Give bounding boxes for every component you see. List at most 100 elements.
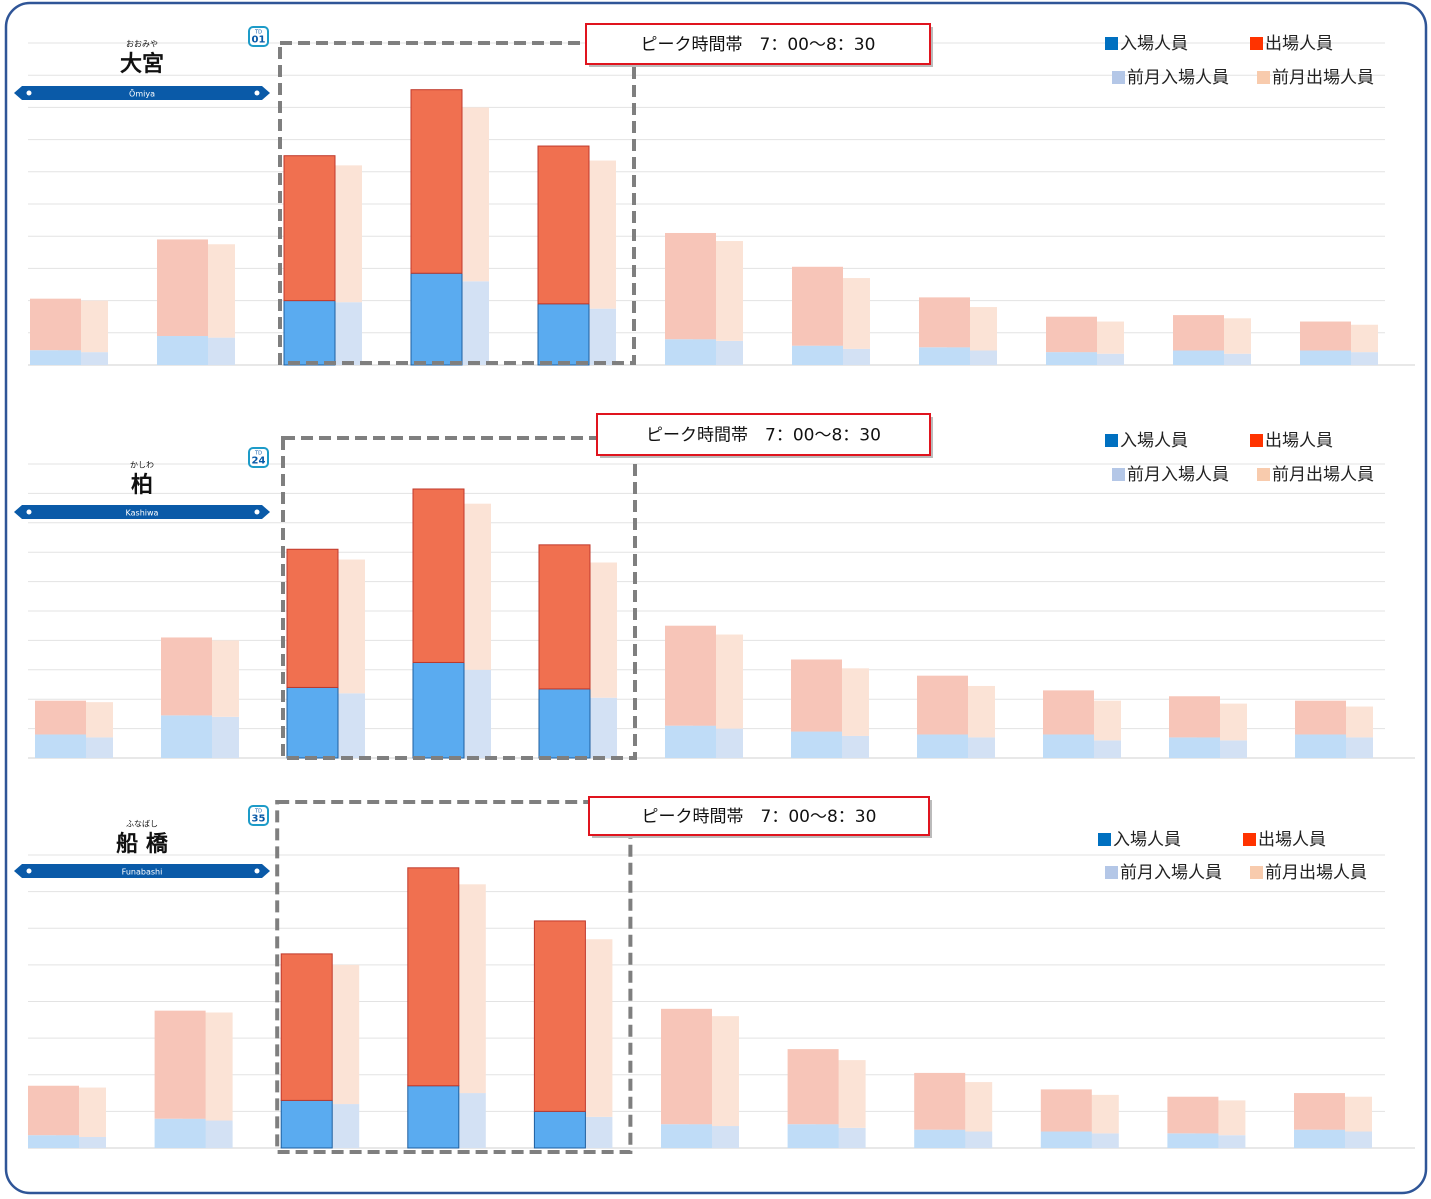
bar bbox=[30, 298, 81, 351]
bar bbox=[161, 637, 212, 716]
bar bbox=[661, 1008, 712, 1125]
legend-swatch bbox=[1112, 71, 1125, 84]
legend-label: 前月出場人員 bbox=[1272, 465, 1374, 485]
bar bbox=[1043, 734, 1094, 758]
annotation: ピーク時間帯 7：00〜8：30 bbox=[642, 807, 877, 827]
bar bbox=[1295, 700, 1346, 735]
station-reading: かしわ bbox=[130, 461, 154, 470]
station-romaji: Ōmiya bbox=[129, 89, 155, 99]
sign-dot bbox=[254, 509, 260, 515]
badge-number: 24 bbox=[252, 456, 266, 467]
bar bbox=[28, 1135, 79, 1148]
bar bbox=[1169, 737, 1220, 758]
station-reading: ふなばし bbox=[126, 820, 158, 829]
legend-swatch bbox=[1105, 434, 1118, 447]
bar bbox=[1295, 734, 1346, 758]
bar bbox=[1201, 353, 1251, 365]
bar bbox=[30, 350, 81, 365]
station-name: 大宮 bbox=[120, 51, 164, 77]
bar bbox=[35, 700, 86, 735]
peak-box bbox=[275, 800, 633, 1154]
legend-label: 入場人員 bbox=[1120, 34, 1188, 54]
annotation: ピーク時間帯 7：00〜8：30 bbox=[646, 426, 881, 446]
bar bbox=[1040, 1089, 1092, 1132]
bar bbox=[1173, 350, 1224, 365]
legend-label: 前月入場人員 bbox=[1127, 465, 1229, 485]
legend-swatch bbox=[1250, 866, 1263, 879]
legend-swatch bbox=[1250, 37, 1263, 50]
bar bbox=[792, 345, 843, 365]
bar bbox=[537, 303, 590, 366]
bar bbox=[154, 1010, 206, 1119]
legend-swatch bbox=[1105, 37, 1118, 50]
bar bbox=[1169, 696, 1220, 738]
bar bbox=[1294, 1093, 1345, 1130]
legend-label: 前月出場人員 bbox=[1272, 68, 1374, 88]
bar bbox=[1167, 1096, 1219, 1134]
station-romaji: Kashiwa bbox=[126, 509, 159, 518]
bar bbox=[538, 688, 591, 759]
station-bar bbox=[14, 864, 270, 878]
bar bbox=[56, 1137, 106, 1148]
bar bbox=[280, 1099, 333, 1149]
bar bbox=[1043, 690, 1094, 735]
legend-label: 前月出場人員 bbox=[1265, 863, 1367, 883]
bar bbox=[283, 300, 336, 366]
bar bbox=[412, 488, 465, 663]
bar bbox=[157, 336, 208, 365]
bar bbox=[792, 266, 843, 346]
annotation-box bbox=[585, 23, 931, 65]
legend-label: 入場人員 bbox=[1113, 830, 1181, 850]
bar bbox=[1040, 1131, 1092, 1148]
badge-line: TD bbox=[254, 809, 262, 815]
legend-swatch bbox=[1257, 468, 1270, 481]
bar bbox=[917, 734, 968, 758]
bar bbox=[407, 1085, 460, 1149]
station-name: 柏 bbox=[131, 472, 153, 498]
legend-label: 入場人員 bbox=[1120, 431, 1188, 451]
bar bbox=[533, 920, 586, 1112]
bar bbox=[410, 272, 463, 366]
bar bbox=[791, 731, 842, 758]
bar bbox=[1300, 321, 1351, 351]
bar bbox=[533, 1110, 586, 1149]
bar bbox=[157, 239, 208, 337]
legend-swatch bbox=[1098, 833, 1111, 846]
station-bar bbox=[14, 505, 270, 519]
bar bbox=[914, 1129, 966, 1148]
legend-swatch bbox=[1105, 866, 1118, 879]
badge-line: TD bbox=[254, 451, 262, 457]
bar bbox=[154, 1118, 206, 1148]
bar bbox=[665, 232, 716, 340]
sign-dot bbox=[26, 509, 32, 515]
legend-swatch bbox=[1257, 71, 1270, 84]
legend-swatch bbox=[1250, 434, 1263, 447]
station-romaji: Funabashi bbox=[122, 868, 163, 877]
bar bbox=[407, 867, 460, 1087]
bar bbox=[919, 297, 970, 348]
legend-label: 出場人員 bbox=[1258, 830, 1326, 850]
bar bbox=[665, 725, 716, 758]
annotation-box bbox=[588, 796, 930, 836]
station-badge bbox=[248, 805, 269, 826]
legend-label: 前月入場人員 bbox=[1127, 68, 1229, 88]
bar bbox=[280, 953, 333, 1101]
bar bbox=[1173, 315, 1224, 351]
bar bbox=[161, 715, 212, 758]
legend-label: 前月入場人員 bbox=[1120, 863, 1222, 883]
station-badge bbox=[248, 26, 269, 47]
bar bbox=[1294, 1129, 1345, 1148]
bar bbox=[791, 659, 842, 732]
bar bbox=[787, 1049, 839, 1125]
badge-number: 35 bbox=[252, 814, 266, 825]
bar bbox=[412, 661, 465, 759]
legend-label: 出場人員 bbox=[1265, 431, 1333, 451]
station-reading: おおみや bbox=[126, 40, 158, 49]
bar bbox=[537, 145, 590, 305]
bar bbox=[1046, 352, 1097, 365]
station-bar bbox=[14, 86, 270, 100]
legend-label: 出場人員 bbox=[1265, 34, 1333, 54]
bar bbox=[286, 686, 339, 759]
peak-box bbox=[281, 436, 637, 760]
